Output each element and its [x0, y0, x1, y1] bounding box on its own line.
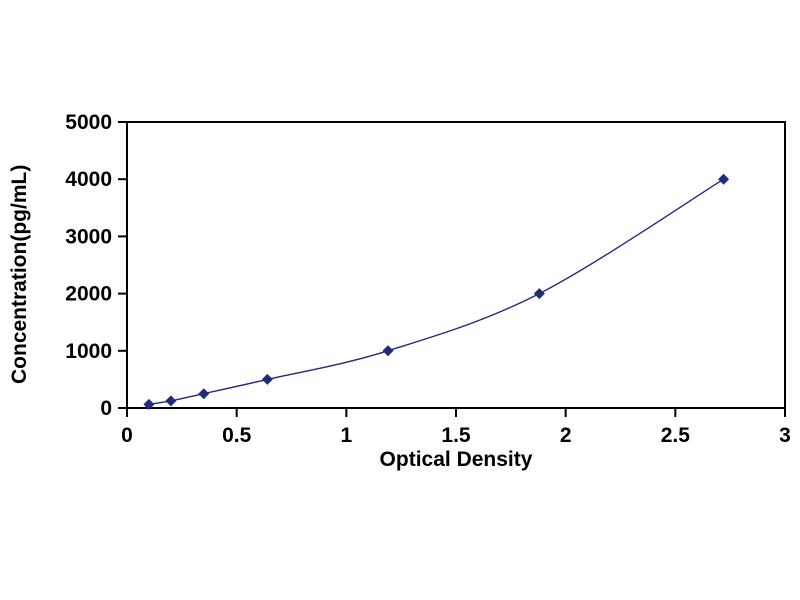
- x-tick-label: 0.5: [222, 424, 252, 447]
- curve-line: [148, 178, 724, 406]
- y-tick-label: 1000: [65, 340, 112, 363]
- y-tick-label: 5000: [65, 111, 112, 134]
- x-tick-label: 1.5: [441, 424, 471, 447]
- x-axis-title: Optical Density: [379, 448, 533, 471]
- data-point-marker: [165, 395, 177, 407]
- y-tick-label: 2000: [65, 283, 112, 306]
- data-point-marker: [198, 388, 210, 400]
- data-point-marker: [718, 173, 730, 185]
- y-tick-label: 4000: [65, 168, 112, 191]
- plot-frame: [126, 121, 786, 409]
- data-point-marker: [533, 288, 545, 300]
- data-point-marker: [143, 398, 155, 410]
- x-tick-label: 1: [340, 424, 352, 447]
- y-tick-label: 0: [100, 397, 112, 420]
- x-tick-label: 3: [779, 424, 791, 447]
- y-axis-title: Concentration(pg/mL): [8, 164, 31, 384]
- x-tick-label: 2: [560, 424, 572, 447]
- y-tick-label: 3000: [65, 225, 112, 248]
- data-point-marker: [382, 345, 394, 357]
- data-point-marker: [261, 373, 273, 385]
- x-tick-label: 0: [121, 424, 133, 447]
- x-tick-label: 2.5: [661, 424, 691, 447]
